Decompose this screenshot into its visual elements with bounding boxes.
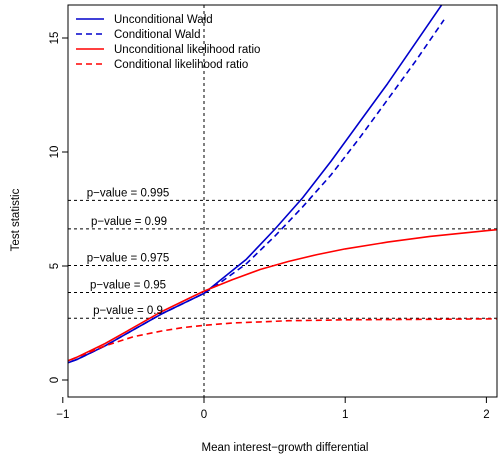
- x-axis-label: Mean interest−growth differential: [202, 442, 369, 454]
- legend: Unconditional Wald Conditional Wald Uncond…: [76, 14, 260, 71]
- series-line-1: [68, 5, 443, 364]
- x-tick-label: −1: [56, 409, 69, 421]
- plot-frame: [67, 4, 498, 398]
- plot-border: [67, 4, 498, 398]
- series-line-2: [68, 19, 445, 364]
- plot-layer: p−value = 0.995 p−value = 0.99 p−value = 0…: [68, 5, 497, 397]
- legend-entry: Conditional likelihood ratio: [114, 59, 248, 71]
- x-tick-label: 1: [342, 409, 348, 421]
- pvalue-label: p−value = 0.975: [87, 253, 170, 265]
- y-axis-label: Test statistic: [10, 188, 22, 251]
- pvalue-label: p−value = 0.95: [90, 279, 166, 291]
- x-tick-label: 0: [201, 409, 207, 421]
- series-line-4: [68, 318, 497, 362]
- y-tick-label: 5: [49, 263, 61, 269]
- y-tick-label: 0: [49, 377, 61, 383]
- axes: −101234051015: [49, 32, 490, 421]
- legend-entry: Conditional Wald: [114, 29, 201, 41]
- legend-entry: Unconditional likelihood ratio: [114, 44, 260, 56]
- y-tick-label: 15: [49, 32, 61, 45]
- legend-entry: Unconditional Wald: [114, 14, 213, 26]
- x-tick-label: 2: [483, 409, 489, 421]
- y-tick-label: 10: [49, 146, 61, 159]
- pvalue-label: p−value = 0.995: [87, 187, 170, 199]
- pvalue-label: p−value = 0.9: [93, 305, 163, 317]
- series-line-3: [68, 228, 497, 362]
- pvalue-label: p−value = 0.99: [91, 216, 167, 228]
- plot-area: [68, 5, 497, 397]
